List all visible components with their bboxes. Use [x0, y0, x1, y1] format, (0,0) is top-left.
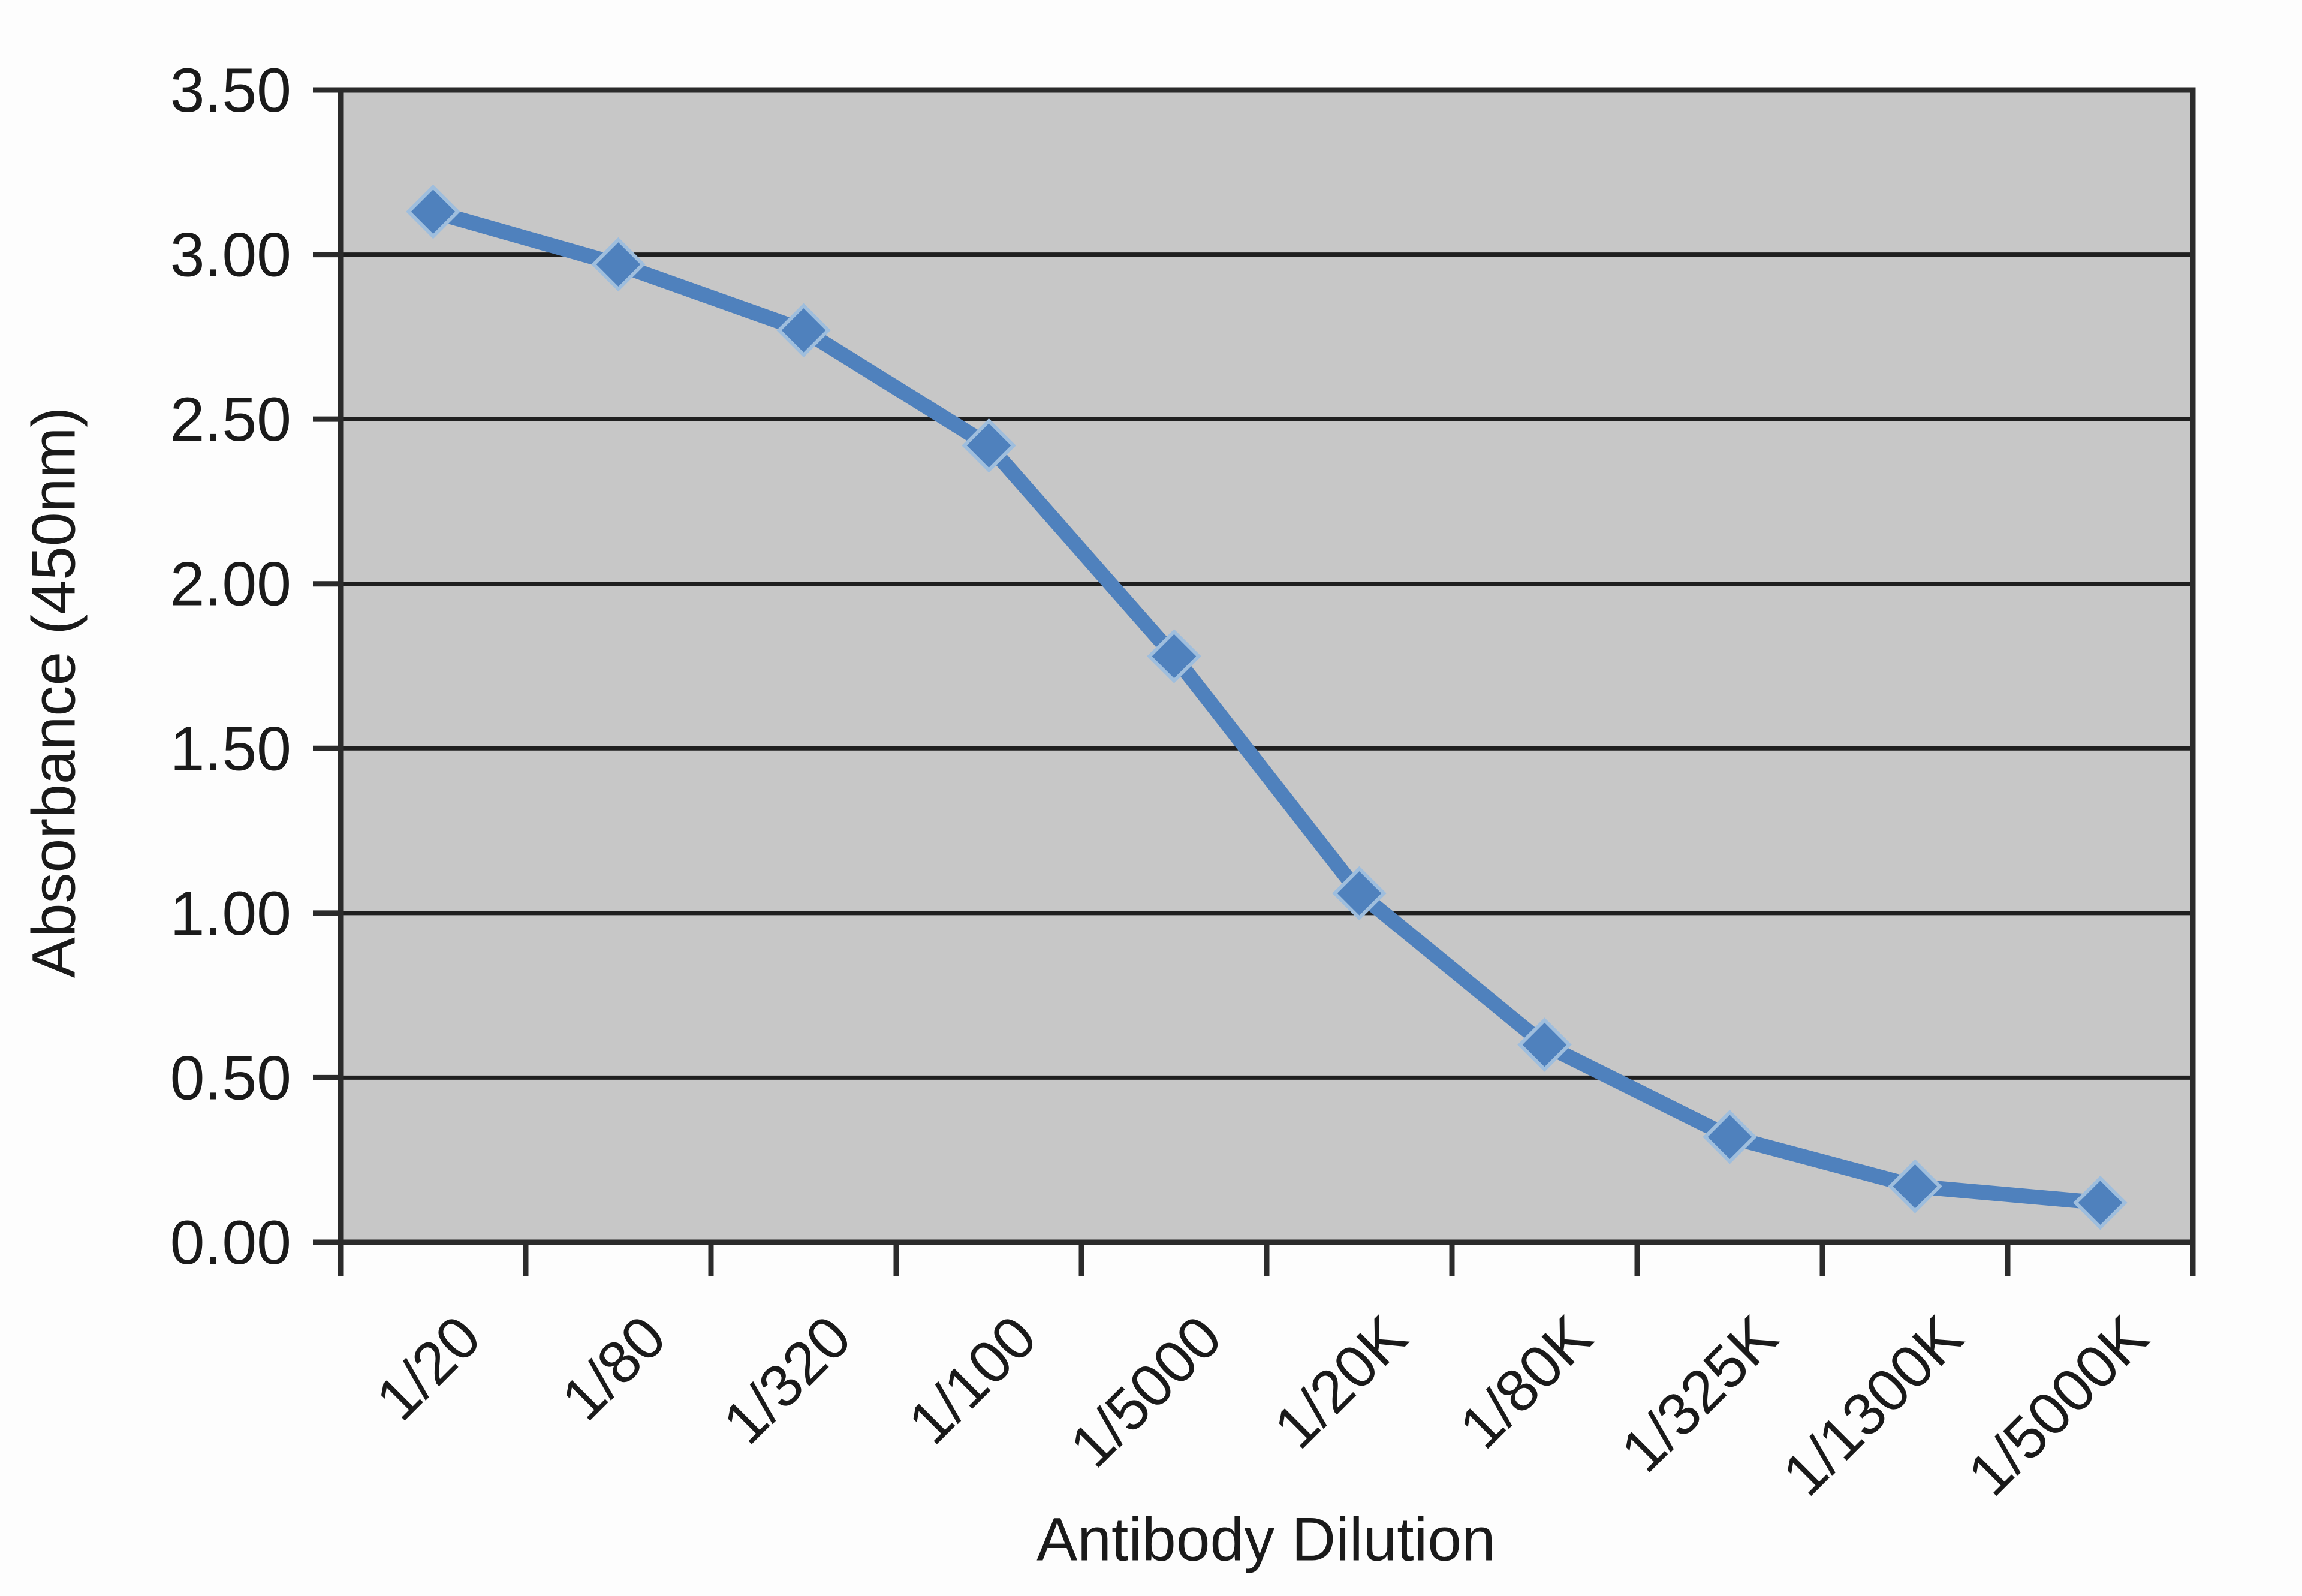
data-point-marker	[1147, 629, 1201, 683]
y-tick-label: 1.00	[170, 879, 291, 948]
x-tick-label: 1/320	[710, 1303, 864, 1456]
data-point-marker	[962, 418, 1016, 473]
x-tick-label: 1/5000K	[1955, 1303, 2161, 1508]
x-axis-title: Antibody Dilution	[1036, 1505, 1496, 1574]
x-tick-label: 1/20	[363, 1303, 493, 1433]
data-point-marker	[1703, 1110, 1757, 1164]
x-tick-label: 1/80K	[1447, 1303, 1605, 1461]
y-tick-label: 2.00	[170, 550, 291, 619]
data-point-marker	[591, 237, 646, 292]
data-point-marker	[2073, 1175, 2128, 1230]
x-tick-label: 1/20K	[1261, 1303, 1420, 1461]
y-axis-title: Absorbance (450nm)	[19, 406, 88, 978]
data-point-marker	[1888, 1159, 1942, 1213]
series-line	[426, 204, 2108, 1210]
y-tick-label: 2.50	[170, 385, 291, 454]
x-tick-label: 1/1300K	[1770, 1303, 1975, 1508]
y-tick-label: 0.00	[170, 1208, 291, 1278]
data-point-marker	[1332, 866, 1387, 921]
x-tick-label: 1/100	[896, 1303, 1049, 1456]
y-tick-label: 3.50	[170, 56, 291, 125]
data-point-marker	[776, 303, 831, 358]
x-tick-label: 1/5000	[1057, 1303, 1234, 1480]
y-tick-label: 1.50	[170, 714, 291, 784]
data-point-marker	[1517, 1017, 1572, 1072]
data-point-marker	[406, 184, 460, 239]
y-tick-label: 3.00	[170, 221, 291, 290]
x-tick-label: 1/325K	[1608, 1303, 1790, 1484]
y-tick-label: 0.50	[170, 1043, 291, 1113]
x-tick-label: 1/80	[549, 1303, 679, 1433]
